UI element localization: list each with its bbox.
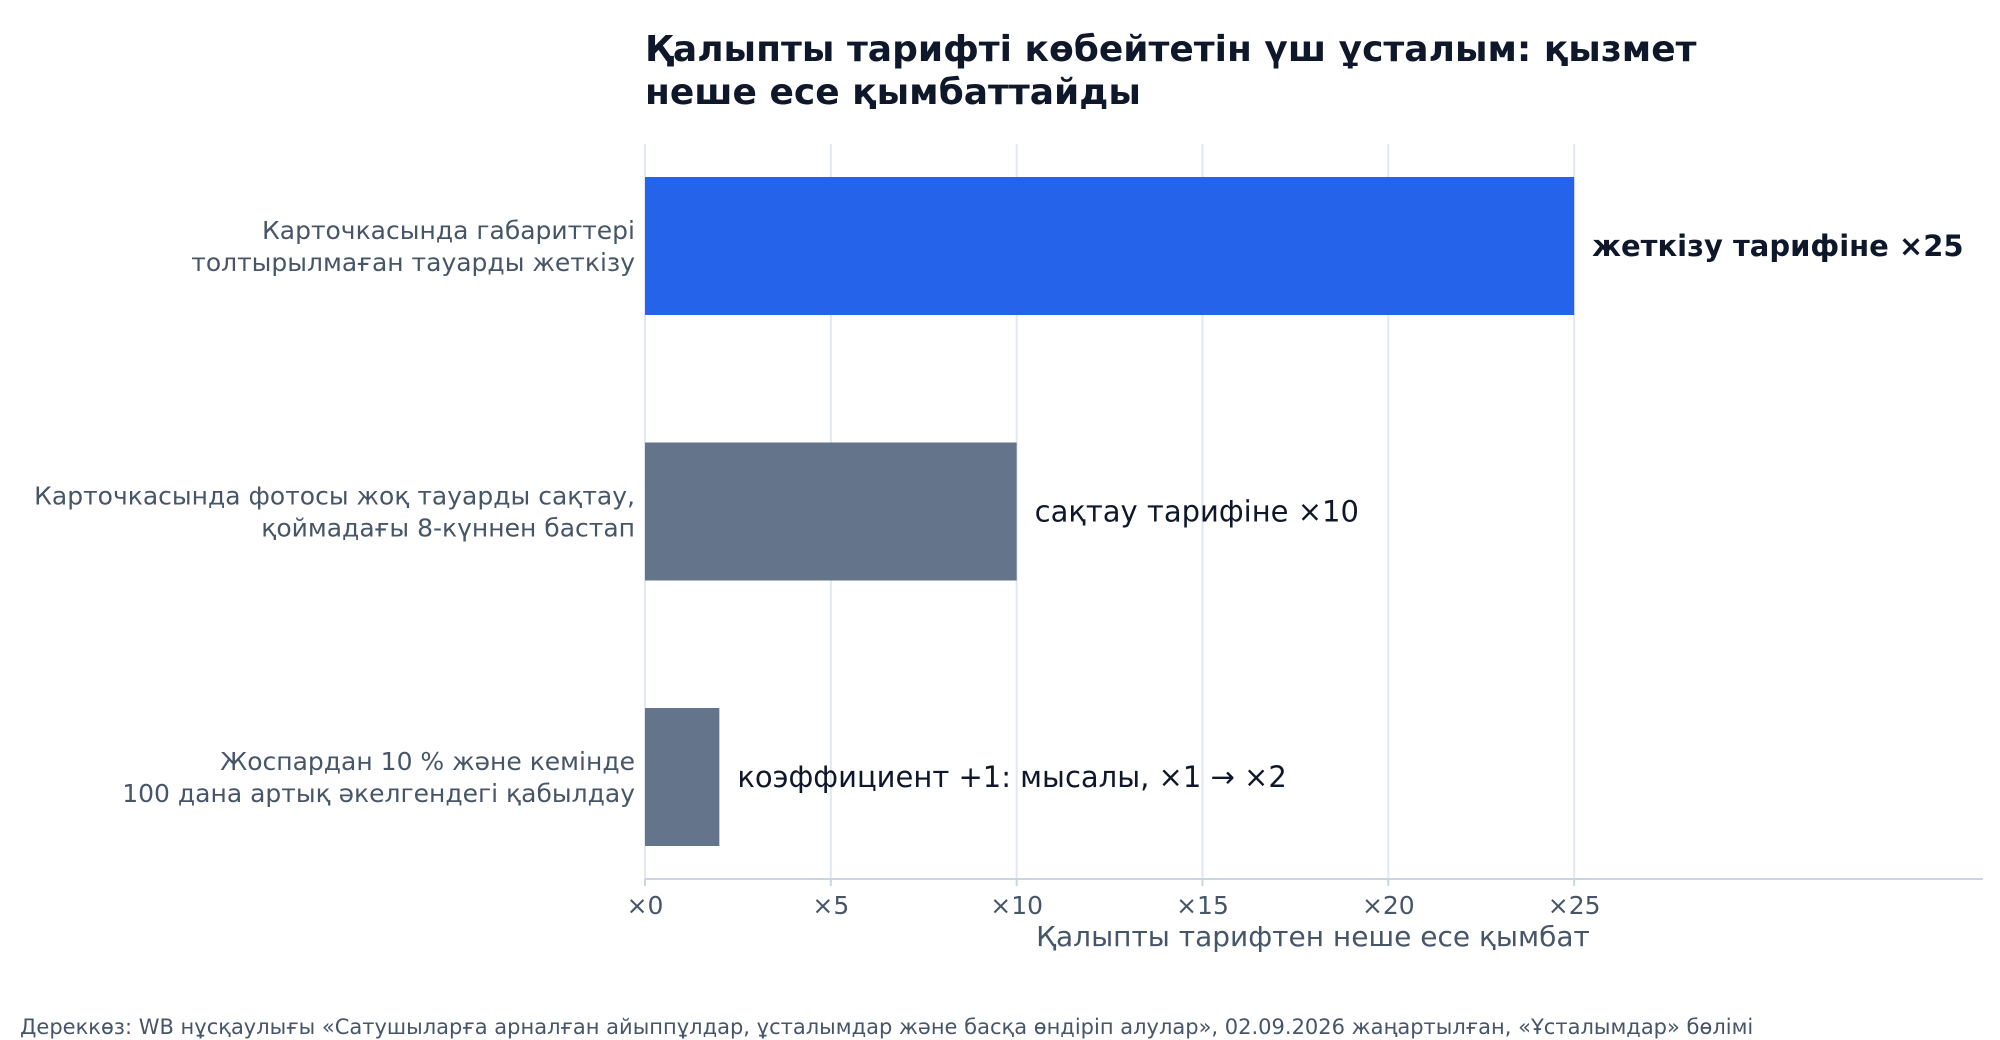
data-labels: жеткізу тарифіне ×25 сақтау тарифіне ×10 к…	[737, 229, 1963, 794]
x-axis: ×0 ×5 ×10 ×15 ×20 ×25	[627, 878, 1983, 920]
x-tick-label: ×5	[812, 891, 849, 920]
x-tick-label: ×0	[627, 891, 664, 920]
bar	[645, 177, 1575, 315]
x-tick-label: ×10	[990, 891, 1043, 920]
category-label: Карточкасында фотосы жоқ тауарды сақтау,	[34, 482, 635, 511]
category-label: толтырылмаған тауарды жеткізу	[191, 248, 635, 277]
data-label: сақтау тарифіне ×10	[1035, 495, 1359, 529]
category-labels: Карточкасында габариттері толтырылмаған т…	[34, 216, 635, 808]
chart-title-line-2: неше есе қымбаттайды	[645, 72, 1141, 113]
chart-title-line-1: Қалыпты тарифті көбейтетін үш ұсталым: қ…	[645, 29, 1697, 70]
source-note: Дереккөз: WB нұсқаулығы «Сатушыларға арн…	[20, 1015, 1753, 1039]
bar	[645, 442, 1017, 581]
bars	[645, 177, 1575, 846]
category-label: Карточкасында габариттері	[262, 216, 635, 245]
bar	[645, 708, 720, 846]
category-label: Жоспардан 10 % және кемінде	[220, 747, 635, 776]
data-label: жеткізу тарифіне ×25	[1592, 229, 1963, 263]
x-tick-label: ×15	[1176, 891, 1229, 920]
data-label: коэффициент +1: мысалы, ×1 → ×2	[737, 760, 1286, 794]
x-tick-label: ×20	[1362, 891, 1415, 920]
category-label: 100 дана артық әкелгендегі қабылдау	[122, 779, 635, 808]
x-tick-label: ×25	[1548, 891, 1601, 920]
category-label: қоймадағы 8-күннен бастап	[261, 514, 635, 543]
x-axis-title: Қалыпты тарифтен неше есе қымбат	[1036, 920, 1590, 953]
